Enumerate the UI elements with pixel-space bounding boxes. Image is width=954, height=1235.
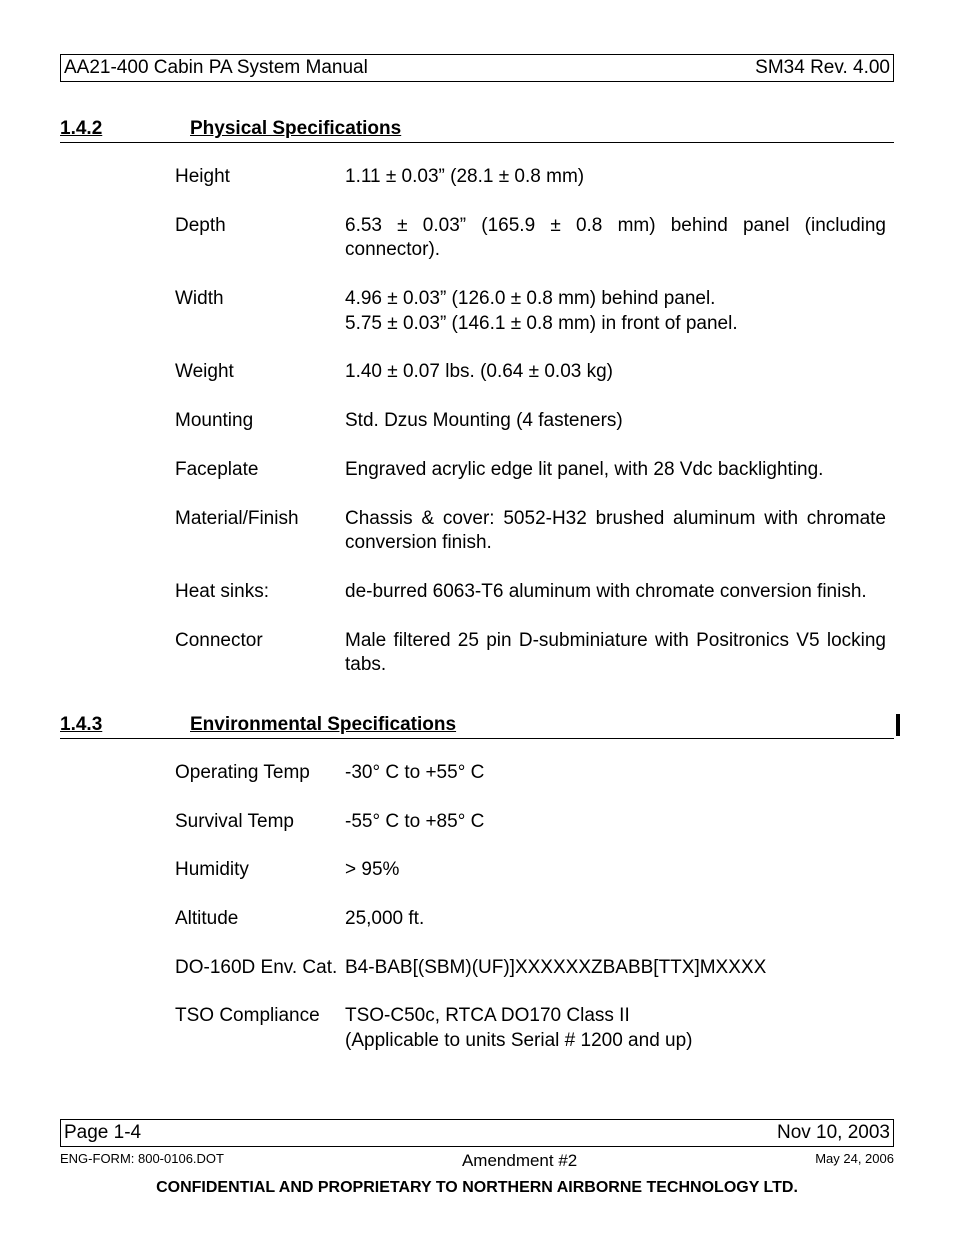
spec-value: -55° C to +85° C	[345, 810, 894, 835]
section-heading: 1.4.3Environmental Specifications	[60, 714, 894, 739]
page-header: AA21-400 Cabin PA System Manual SM34 Rev…	[60, 54, 894, 82]
spec-value: Std. Dzus Mounting (4 fasteners)	[345, 409, 894, 434]
spec-label: Height	[60, 165, 345, 190]
spec-row: Width4.96 ± 0.03” (126.0 ± 0.8 mm) behin…	[60, 287, 894, 336]
spec-list: Operating Temp-30° C to +55° CSurvival T…	[60, 761, 894, 1054]
content-body: 1.4.2Physical Specifications Height1.11 ±…	[60, 118, 894, 1054]
spec-label: Humidity	[60, 858, 345, 883]
spec-value: Male filtered 25 pin D-subminiature with…	[345, 629, 894, 678]
spec-row: DO-160D Env. Cat.B4-BAB[(SBM)(UF)]XXXXXX…	[60, 956, 894, 981]
footer-page: Page 1-4	[64, 1122, 141, 1144]
spec-value: 1.40 ± 0.07 lbs. (0.64 ± 0.03 kg)	[345, 360, 894, 385]
footer-form: ENG-FORM: 800-0106.DOT	[60, 1151, 224, 1171]
spec-label: Heat sinks:	[60, 580, 345, 605]
footer-amend-date: May 24, 2006	[815, 1151, 894, 1171]
footer-confidential: CONFIDENTIAL AND PROPRIETARY TO NORTHERN…	[60, 1179, 894, 1197]
spec-label: Faceplate	[60, 458, 345, 483]
spec-row: Height1.11 ± 0.03” (28.1 ± 0.8 mm)	[60, 165, 894, 190]
section-number: 1.4.2	[60, 118, 190, 140]
header-title-left: AA21-400 Cabin PA System Manual	[64, 57, 368, 79]
spec-row: Altitude25,000 ft.	[60, 907, 894, 932]
spec-label: Altitude	[60, 907, 345, 932]
spec-value: Engraved acrylic edge lit panel, with 28…	[345, 458, 894, 483]
spec-label: Operating Temp	[60, 761, 345, 786]
section-heading: 1.4.2Physical Specifications	[60, 118, 894, 143]
spec-row: FaceplateEngraved acrylic edge lit panel…	[60, 458, 894, 483]
spec-label: Depth	[60, 214, 345, 263]
spec-label: Mounting	[60, 409, 345, 434]
spec-value: -30° C to +55° C	[345, 761, 894, 786]
header-title-right: SM34 Rev. 4.00	[755, 57, 890, 79]
spec-row: Operating Temp-30° C to +55° C	[60, 761, 894, 786]
footer-subline: ENG-FORM: 800-0106.DOT Amendment #2 May …	[60, 1151, 894, 1171]
spec-row: ConnectorMale filtered 25 pin D-subminia…	[60, 629, 894, 678]
spec-row: Material/FinishChassis & cover: 5052-H32…	[60, 507, 894, 556]
spec-value: B4-BAB[(SBM)(UF)]XXXXXXZBABB[TTX]MXXXX	[345, 956, 894, 981]
spec-value: > 95%	[345, 858, 894, 883]
section-title: Environmental Specifications	[190, 714, 456, 736]
spec-value: de-burred 6063-T6 aluminum with chromate…	[345, 580, 894, 605]
section-number: 1.4.3	[60, 714, 190, 736]
spec-label: DO-160D Env. Cat.	[60, 956, 345, 981]
page-footer: Page 1-4 Nov 10, 2003 ENG-FORM: 800-0106…	[60, 1119, 894, 1197]
spec-row: MountingStd. Dzus Mounting (4 fasteners)	[60, 409, 894, 434]
spec-row: Heat sinks:de-burred 6063-T6 aluminum wi…	[60, 580, 894, 605]
footer-bar: Page 1-4 Nov 10, 2003	[60, 1119, 894, 1147]
spec-value: Chassis & cover: 5052-H32 brushed alumin…	[345, 507, 894, 556]
spec-row: Humidity> 95%	[60, 858, 894, 883]
section-title: Physical Specifications	[190, 118, 401, 140]
footer-amendment: Amendment #2	[462, 1151, 577, 1171]
spec-value: 6.53 ± 0.03” (165.9 ± 0.8 mm) behind pan…	[345, 214, 894, 263]
spec-value: 25,000 ft.	[345, 907, 894, 932]
spec-row: Weight1.40 ± 0.07 lbs. (0.64 ± 0.03 kg)	[60, 360, 894, 385]
spec-label: Width	[60, 287, 345, 336]
spec-value: 1.11 ± 0.03” (28.1 ± 0.8 mm)	[345, 165, 894, 190]
spec-row: Depth6.53 ± 0.03” (165.9 ± 0.8 mm) behin…	[60, 214, 894, 263]
revision-bar-icon	[896, 714, 900, 736]
spec-label: TSO Compliance	[60, 1004, 345, 1053]
spec-row: TSO ComplianceTSO-C50c, RTCA DO170 Class…	[60, 1004, 894, 1053]
spec-label: Material/Finish	[60, 507, 345, 556]
spec-value: TSO-C50c, RTCA DO170 Class II(Applicable…	[345, 1004, 894, 1053]
spec-label: Survival Temp	[60, 810, 345, 835]
spec-value: 4.96 ± 0.03” (126.0 ± 0.8 mm) behind pan…	[345, 287, 894, 336]
spec-label: Connector	[60, 629, 345, 678]
spec-row: Survival Temp-55° C to +85° C	[60, 810, 894, 835]
spec-label: Weight	[60, 360, 345, 385]
spec-list: Height1.11 ± 0.03” (28.1 ± 0.8 mm)Depth6…	[60, 165, 894, 678]
footer-date: Nov 10, 2003	[777, 1122, 890, 1144]
